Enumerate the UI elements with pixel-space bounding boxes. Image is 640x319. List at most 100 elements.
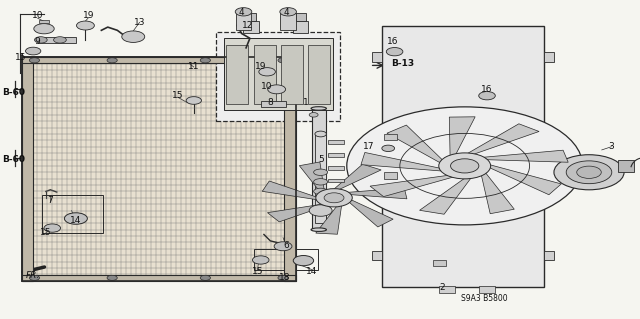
Text: 15: 15 bbox=[40, 228, 52, 237]
Ellipse shape bbox=[314, 188, 328, 195]
Circle shape bbox=[54, 37, 67, 43]
Circle shape bbox=[259, 68, 275, 76]
Bar bbox=[384, 134, 397, 140]
Text: 6: 6 bbox=[284, 241, 289, 250]
Text: 15: 15 bbox=[15, 53, 26, 62]
Circle shape bbox=[34, 24, 54, 34]
Bar bbox=[296, 13, 306, 21]
Circle shape bbox=[566, 161, 612, 184]
Bar bbox=[314, 89, 323, 102]
Text: 12: 12 bbox=[243, 21, 253, 30]
Bar bbox=[216, 32, 340, 121]
Bar bbox=[246, 13, 256, 21]
Text: 16: 16 bbox=[481, 85, 493, 94]
Circle shape bbox=[274, 242, 292, 251]
Bar bbox=[315, 134, 326, 223]
Bar bbox=[22, 57, 33, 281]
Ellipse shape bbox=[314, 179, 328, 185]
Text: 15: 15 bbox=[252, 267, 263, 276]
Text: 13: 13 bbox=[134, 18, 145, 27]
Bar bbox=[284, 57, 296, 281]
Polygon shape bbox=[333, 164, 381, 190]
Bar bbox=[224, 38, 333, 110]
Bar bbox=[38, 37, 76, 43]
Bar bbox=[328, 140, 344, 144]
Bar bbox=[39, 20, 49, 23]
Bar bbox=[280, 13, 296, 30]
Circle shape bbox=[316, 189, 352, 207]
Circle shape bbox=[387, 48, 403, 56]
Bar bbox=[433, 260, 445, 266]
Text: 15: 15 bbox=[172, 91, 184, 100]
Circle shape bbox=[107, 275, 117, 280]
Polygon shape bbox=[449, 117, 475, 156]
Text: 3: 3 bbox=[609, 142, 614, 151]
Polygon shape bbox=[481, 173, 515, 214]
Circle shape bbox=[280, 8, 296, 16]
Bar bbox=[328, 166, 344, 170]
Polygon shape bbox=[361, 152, 441, 171]
Text: 16: 16 bbox=[387, 37, 399, 46]
Circle shape bbox=[35, 37, 47, 43]
Circle shape bbox=[200, 275, 211, 280]
Bar bbox=[545, 52, 554, 62]
Circle shape bbox=[44, 224, 61, 232]
Text: 10: 10 bbox=[261, 82, 273, 91]
Polygon shape bbox=[370, 175, 454, 197]
Polygon shape bbox=[262, 181, 320, 200]
Circle shape bbox=[309, 113, 318, 117]
Bar bbox=[328, 179, 344, 182]
Polygon shape bbox=[467, 124, 539, 154]
Text: 19: 19 bbox=[83, 11, 94, 20]
Ellipse shape bbox=[315, 131, 326, 137]
Polygon shape bbox=[316, 204, 342, 234]
Circle shape bbox=[65, 213, 87, 224]
Bar bbox=[545, 251, 554, 261]
Bar bbox=[42, 195, 102, 233]
Text: B-60: B-60 bbox=[3, 88, 26, 97]
Circle shape bbox=[324, 193, 344, 203]
Circle shape bbox=[278, 58, 288, 63]
Text: S9A3 B5800: S9A3 B5800 bbox=[461, 294, 507, 303]
Text: 4: 4 bbox=[284, 8, 289, 17]
Circle shape bbox=[347, 107, 582, 225]
Text: 11: 11 bbox=[188, 63, 200, 71]
Bar bbox=[22, 57, 296, 281]
Circle shape bbox=[479, 92, 495, 100]
Bar bbox=[384, 172, 397, 179]
Circle shape bbox=[554, 155, 624, 190]
Circle shape bbox=[577, 166, 601, 178]
Circle shape bbox=[186, 97, 202, 104]
Polygon shape bbox=[387, 125, 442, 163]
Bar bbox=[479, 286, 495, 293]
Circle shape bbox=[382, 145, 395, 152]
Circle shape bbox=[26, 47, 41, 55]
Circle shape bbox=[278, 275, 288, 280]
Bar bbox=[236, 13, 251, 30]
Bar bbox=[254, 249, 318, 270]
Text: FR.: FR. bbox=[26, 271, 40, 280]
Bar bbox=[372, 52, 382, 62]
Text: 10: 10 bbox=[32, 11, 44, 20]
Text: 2: 2 bbox=[440, 283, 445, 292]
Circle shape bbox=[122, 31, 145, 42]
Bar bbox=[372, 251, 382, 261]
Text: B-13: B-13 bbox=[391, 59, 415, 68]
Circle shape bbox=[309, 205, 332, 216]
Text: 17: 17 bbox=[364, 142, 375, 151]
Bar bbox=[260, 101, 286, 107]
Circle shape bbox=[451, 159, 479, 173]
Circle shape bbox=[77, 21, 94, 30]
Bar bbox=[308, 45, 330, 104]
Polygon shape bbox=[345, 188, 407, 199]
Polygon shape bbox=[483, 150, 568, 162]
Circle shape bbox=[236, 8, 252, 16]
Polygon shape bbox=[268, 204, 329, 222]
Polygon shape bbox=[490, 165, 561, 195]
Text: 14: 14 bbox=[70, 216, 81, 225]
Bar bbox=[293, 21, 308, 33]
Polygon shape bbox=[300, 162, 324, 194]
Text: 9: 9 bbox=[35, 37, 40, 46]
Bar bbox=[22, 57, 296, 63]
Circle shape bbox=[293, 256, 314, 266]
